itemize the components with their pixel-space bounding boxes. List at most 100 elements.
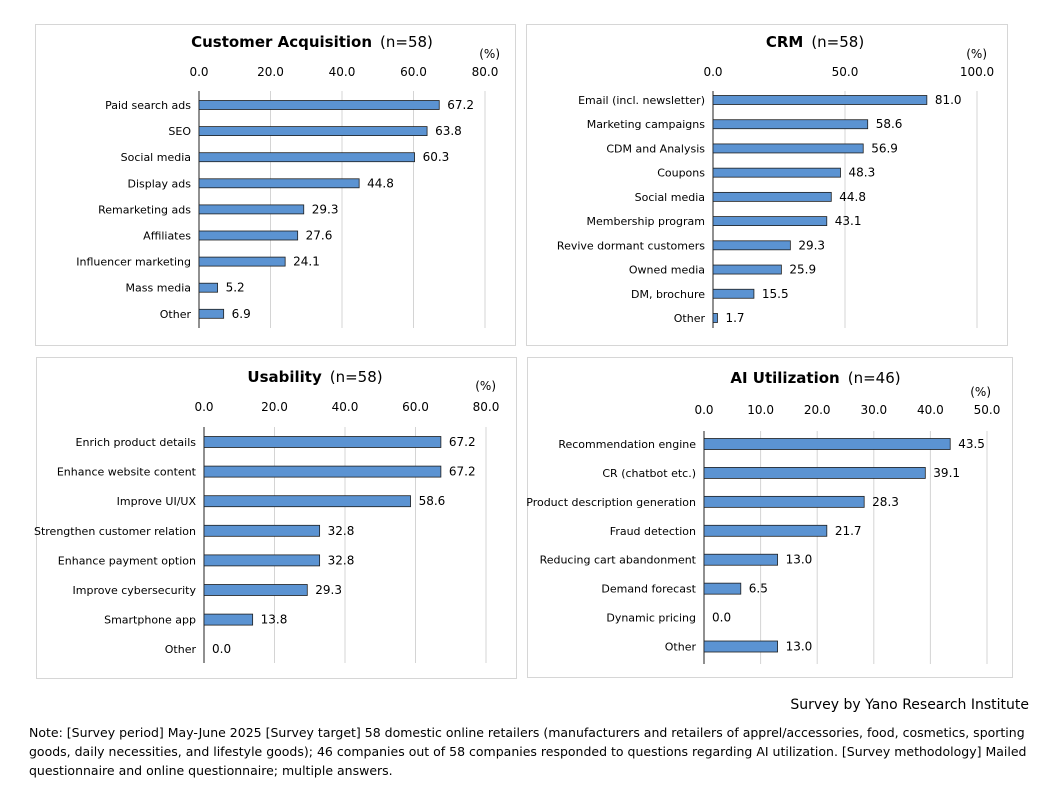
value-label: 39.1 (933, 466, 960, 480)
bar (703, 438, 951, 450)
value-label: 60.3 (423, 150, 450, 164)
chart-subtitle-text: (n=58) (330, 368, 383, 386)
bar (712, 143, 864, 154)
chart-title: AI Utilization (n=46) (730, 369, 900, 387)
bar (703, 467, 926, 479)
value-label: 29.3 (315, 583, 342, 597)
value-label: 44.8 (839, 190, 866, 204)
bar (198, 282, 218, 293)
category-label: Improve UI/UX (117, 495, 197, 508)
category-label: Social media (635, 191, 705, 204)
value-label: 81.0 (935, 93, 962, 107)
category-label: Other (165, 643, 197, 656)
unit-label: (%) (475, 379, 496, 393)
category-label: Email (incl. newsletter) (578, 94, 705, 107)
value-label: 0.0 (712, 611, 731, 625)
category-label: Social media (121, 151, 191, 164)
chart-title: CRM (n=58) (766, 33, 864, 51)
value-label: 67.2 (449, 465, 476, 479)
bar (203, 524, 321, 537)
value-label: 13.8 (261, 613, 288, 627)
bar (198, 152, 415, 163)
chart-customer-acquisition: Customer Acquisition (n=58) (%) 0.0 20.0 40.0… (35, 24, 516, 346)
bar (198, 230, 299, 241)
tick-label: 80.0 (473, 400, 500, 414)
value-label: 21.7 (835, 524, 862, 538)
bar (203, 495, 411, 508)
unit-label: (%) (966, 47, 987, 61)
category-label: Other (665, 641, 697, 654)
category-label: CDM and Analysis (606, 142, 705, 155)
bar (712, 288, 755, 299)
bar (712, 216, 828, 227)
bar (198, 126, 428, 136)
survey-note: Note: [Survey period] May-June 2025 [Sur… (29, 725, 1027, 778)
value-label: 5.2 (226, 281, 245, 295)
chart-subtitle-text: (n=58) (380, 33, 433, 51)
category-label: DM, brochure (631, 288, 705, 301)
value-label: 13.0 (786, 553, 813, 567)
value-label: 67.2 (449, 435, 476, 449)
chart-title-text: Customer Acquisition (191, 33, 372, 51)
value-label: 29.3 (798, 238, 825, 252)
category-label: Other (674, 312, 706, 325)
category-label: Enhance payment option (58, 554, 196, 567)
ai-utilization-svg: AI Utilization (n=46) (%) 0.0 10.0 20.0 30.0 40… (526, 369, 1000, 664)
bar (712, 167, 841, 178)
bar (703, 495, 865, 508)
bar (712, 313, 718, 323)
bar (198, 100, 440, 110)
category-label: Product description generation (526, 496, 696, 509)
category-label: Remarketing ads (98, 203, 191, 216)
chart-subtitle-text: (n=46) (848, 369, 901, 387)
bar (703, 582, 742, 595)
value-label: 25.9 (789, 263, 816, 277)
value-label: 0.0 (212, 642, 231, 656)
category-label: Recommendation engine (558, 438, 696, 451)
bar (703, 524, 828, 537)
tick-label: 60.0 (400, 65, 427, 79)
crm-svg: CRM (n=58) (%) 0.0 50.0 100.0 Email (incl. new… (557, 33, 994, 328)
customer-acquisition-svg: Customer Acquisition (n=58) (%) 0.0 20.0 40.0… (76, 33, 500, 328)
bar (203, 436, 442, 448)
value-label: 28.3 (872, 495, 899, 509)
chart-title-text: Usability (247, 368, 322, 386)
tick-label: 100.0 (960, 65, 994, 79)
chart-ai-utilization: AI Utilization (n=46) (%) 0.0 10.0 20.0 30.0 40… (526, 357, 1013, 678)
value-label: 44.8 (367, 176, 394, 190)
bar (712, 119, 869, 130)
tick-label: 0.0 (189, 65, 208, 79)
value-label: 58.6 (876, 117, 903, 131)
category-label: Affiliates (143, 230, 191, 243)
chart-title: Usability (n=58) (247, 368, 382, 386)
bar (198, 204, 305, 215)
tick-label: 40.0 (917, 403, 944, 417)
bar (712, 264, 782, 275)
value-label: 27.6 (306, 229, 333, 243)
value-label: 43.5 (958, 437, 985, 451)
value-label: 48.3 (849, 166, 876, 180)
value-label: 63.8 (435, 124, 462, 138)
bar (203, 584, 308, 596)
category-label: SEO (168, 125, 191, 138)
chart-subtitle-text: (n=58) (811, 33, 864, 51)
category-label: Paid search ads (105, 99, 191, 112)
bar (712, 95, 928, 105)
value-label: 13.0 (786, 640, 813, 654)
chart-title-text: AI Utilization (730, 369, 839, 387)
tick-label: 0.0 (194, 400, 213, 414)
category-label: Mass media (126, 282, 191, 295)
value-label: 32.8 (328, 524, 355, 538)
category-label: Marketing campaigns (587, 118, 706, 131)
tick-label: 20.0 (804, 403, 831, 417)
category-label: Membership program (587, 215, 705, 228)
category-label: Strengthen customer relation (34, 525, 196, 538)
category-label: CR (chatbot etc.) (602, 467, 696, 480)
value-label: 43.1 (835, 214, 862, 228)
category-label: Dynamic pricing (606, 612, 696, 625)
bar (203, 613, 254, 626)
value-label: 32.8 (328, 553, 355, 567)
value-label: 67.2 (447, 98, 474, 112)
bar (712, 191, 832, 202)
tick-label: 40.0 (332, 400, 359, 414)
